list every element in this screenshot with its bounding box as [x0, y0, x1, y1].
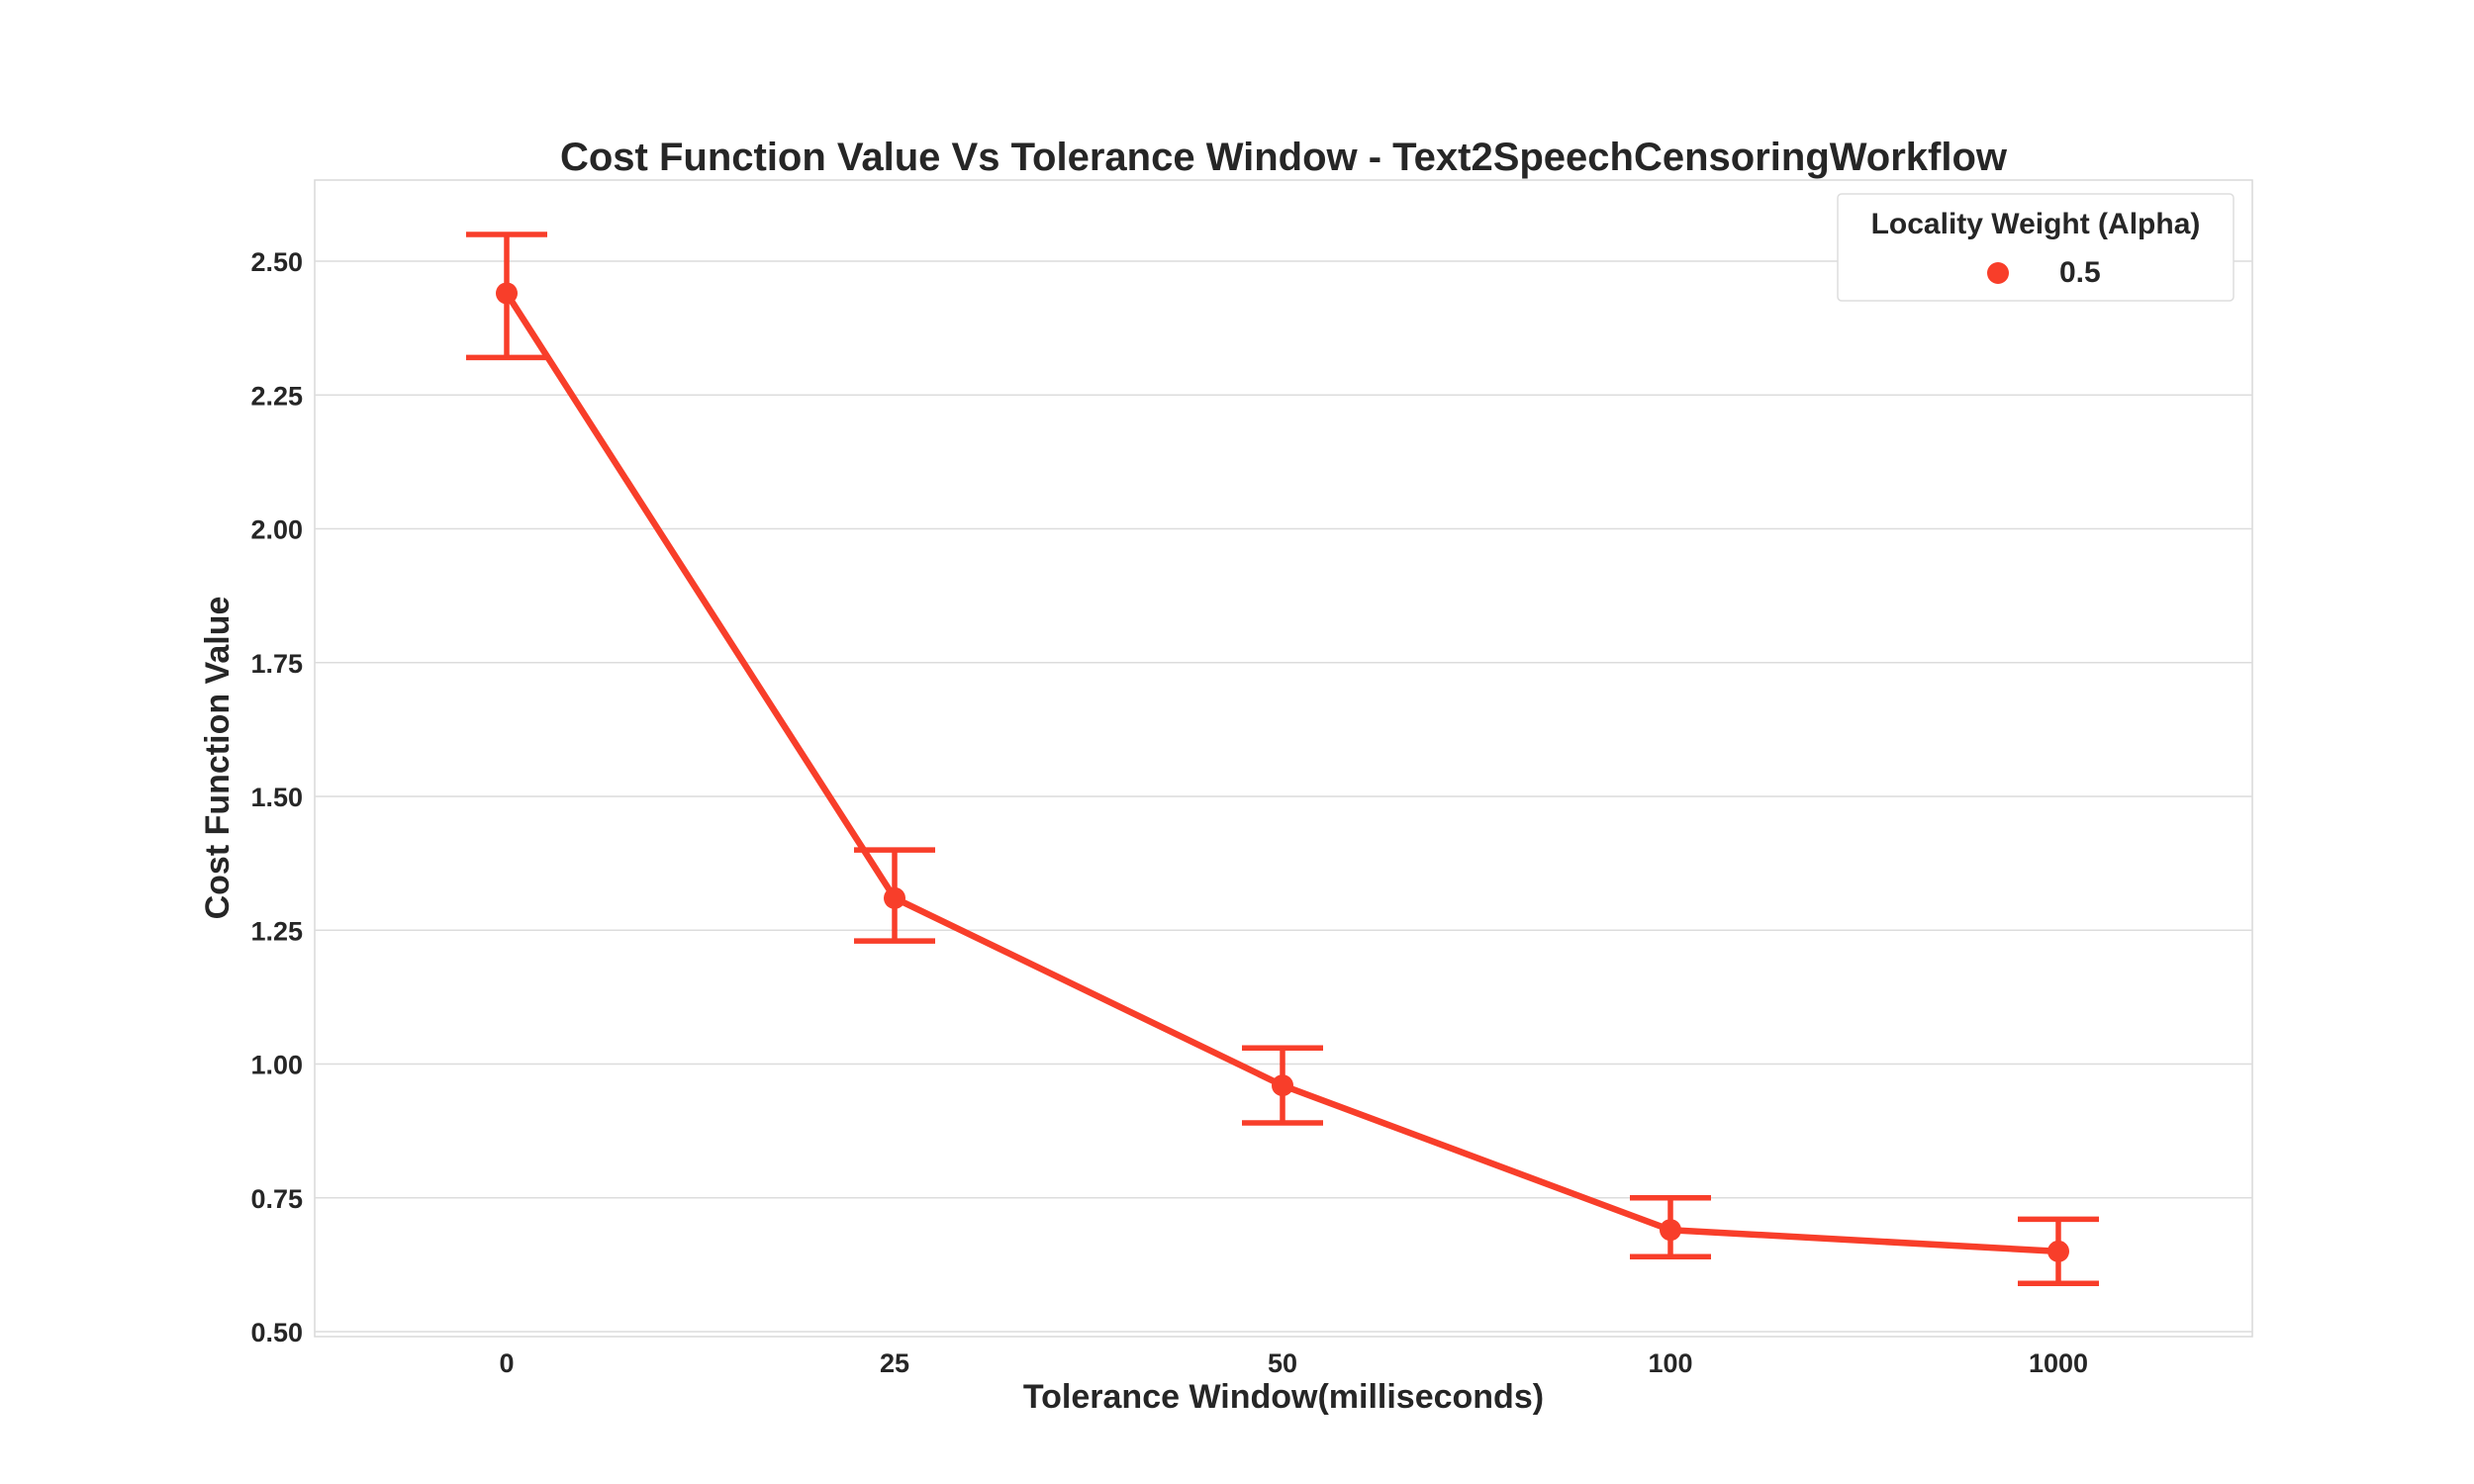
x-tick-label: 1000 [2029, 1348, 2088, 1378]
y-tick-label: 1.25 [250, 916, 303, 946]
x-tick-label: 100 [1648, 1348, 1692, 1378]
x-tick-label: 25 [880, 1348, 909, 1378]
x-axis-ticks: 0 25 50 100 1000 [499, 1348, 2088, 1378]
legend-title: Locality Weight (Alpha) [1871, 208, 2201, 240]
plot-frame [314, 179, 2253, 1338]
y-tick-label: 1.00 [250, 1051, 303, 1080]
y-axis-ticks: 0.50 0.75 1.00 1.25 1.50 1.75 2.00 2.25 2.50 [250, 247, 303, 1347]
y-tick-label: 0.75 [250, 1184, 303, 1214]
x-tick-label: 50 [1268, 1348, 1297, 1378]
data-point [496, 282, 518, 305]
legend-marker [1987, 262, 2009, 284]
y-tick-label: 1.50 [250, 783, 303, 812]
data-point [2047, 1240, 2069, 1262]
plot-area [314, 179, 2253, 1338]
x-axis-label: Tolerance Window(milliseconds) [1023, 1378, 1544, 1416]
data-point [1660, 1219, 1681, 1242]
series-points [496, 282, 2069, 1262]
y-tick-label: 2.00 [250, 515, 303, 545]
y-tick-label: 0.50 [250, 1318, 303, 1347]
y-tick-label: 1.75 [250, 649, 303, 679]
legend: Locality Weight (Alpha) 0.5 [1837, 193, 2235, 302]
legend-label: 0.5 [2059, 256, 2101, 289]
x-tick-label: 0 [499, 1348, 514, 1378]
data-point [1272, 1074, 1293, 1097]
chart-title: Cost Function Value Vs Tolerance Window … [560, 136, 2008, 179]
data-point [884, 886, 905, 909]
y-tick-label: 2.25 [250, 381, 303, 411]
y-axis-label: Cost Function Value [199, 597, 237, 920]
y-tick-label: 2.50 [250, 247, 303, 277]
legend-box [1837, 193, 2235, 302]
